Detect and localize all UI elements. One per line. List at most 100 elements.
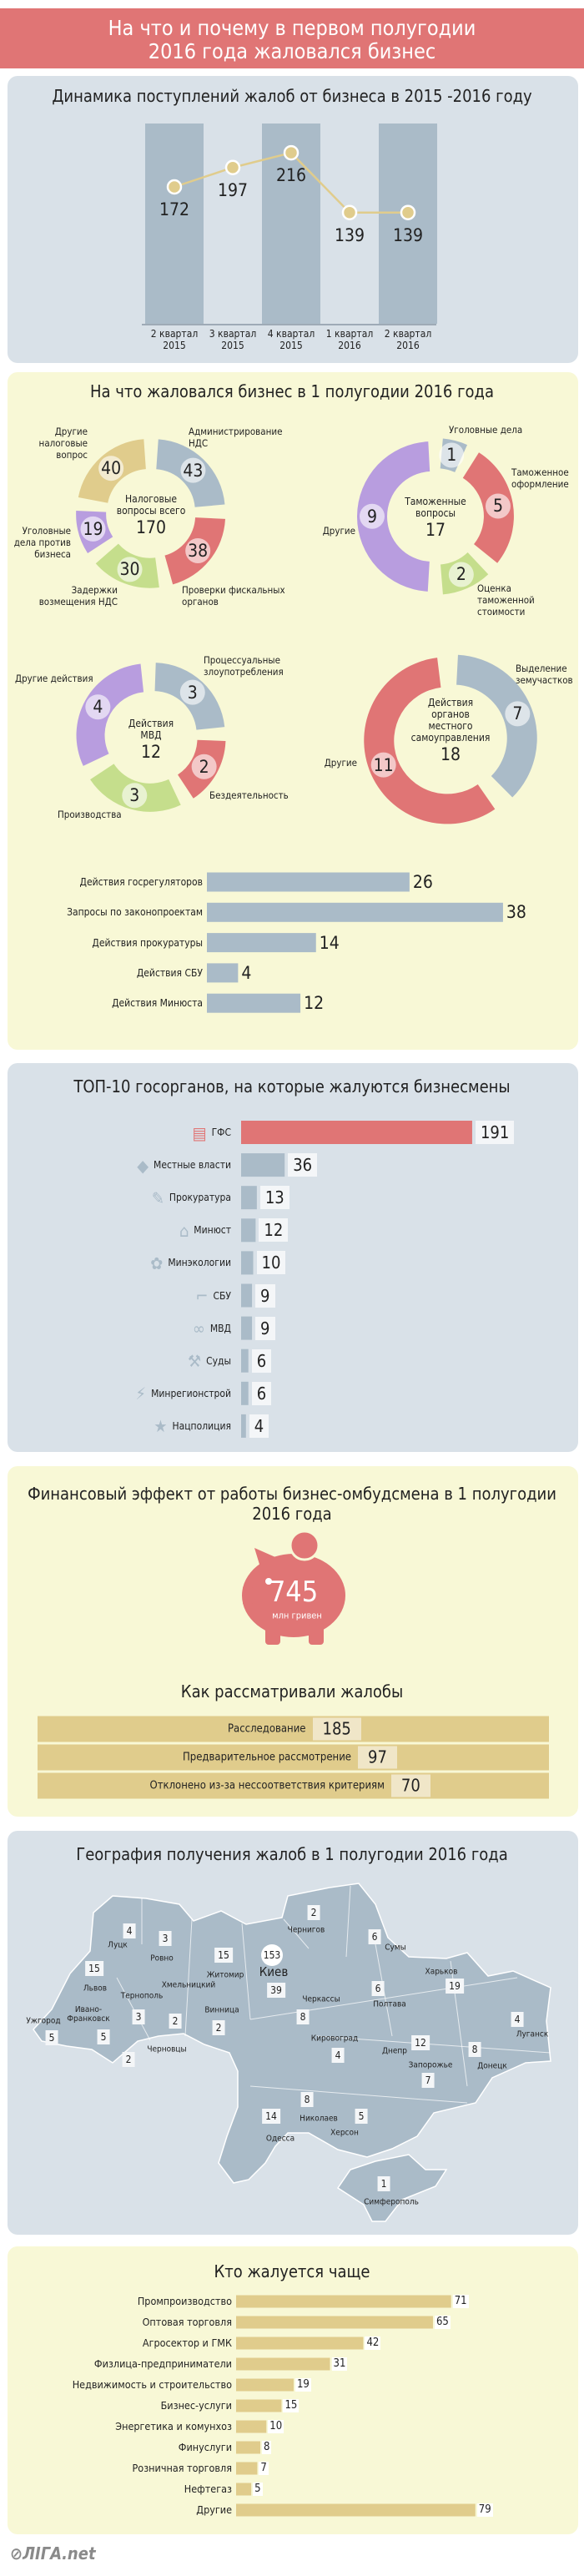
agency-label: ✿ Минэкологии [150, 1255, 231, 1272]
agency-name: Суды [206, 1354, 231, 1367]
bar-label: Действия Минюста [112, 997, 203, 1010]
bar [207, 993, 301, 1013]
handcuffs-icon: ∞ [192, 1318, 205, 1338]
region-count[interactable]: 7 [421, 2073, 435, 2088]
region-count[interactable]: 8 [296, 2009, 310, 2024]
sector-label: Энергетика и комунхоз [115, 2420, 232, 2432]
region-count[interactable]: 8 [300, 2092, 314, 2107]
region-count[interactable]: 4 [511, 2012, 524, 2027]
building-icon: ⌂ [179, 1220, 189, 1241]
city-label: Одесса [265, 2134, 295, 2144]
city-label: Запорожье [408, 2060, 453, 2070]
agency-label: ∞ МВД [192, 1318, 231, 1338]
region-count[interactable]: 6 [371, 1981, 385, 1996]
agency-name: Местные власти [154, 1158, 231, 1171]
agency-label: ⌐ СБУ [195, 1288, 231, 1304]
segment-value: 3 [187, 682, 198, 703]
segment-value-badge [179, 679, 205, 705]
segment-value: 2 [456, 564, 466, 585]
segment-value-badge [360, 503, 385, 529]
review-row-bar [38, 1716, 549, 1742]
segment-value-badge [370, 752, 396, 778]
sector-label: Бизнес-услуги [160, 2399, 232, 2412]
sector-label: Другие [196, 2503, 232, 2516]
city-label: Чернигов [287, 1925, 325, 1935]
segment-value: 5 [492, 496, 503, 517]
region-border [249, 2085, 468, 2104]
region-border [184, 1918, 193, 2037]
bar [207, 902, 503, 922]
lightning-icon: ⚡ [135, 1384, 147, 1404]
liga-logo[interactable]: ⊘ЛIГА.net [10, 2543, 96, 2563]
region-count[interactable]: 5 [97, 2029, 110, 2044]
region-count[interactable]: 4 [331, 2048, 345, 2063]
region-count[interactable]: 1 [377, 2176, 390, 2191]
review-row: Предварительное рассмотрение 97 [183, 1746, 397, 1769]
city-label: Житомир [206, 1970, 244, 1980]
region-count[interactable]: 12 [411, 2035, 430, 2050]
data-point [341, 204, 358, 220]
segment-value: 38 [188, 541, 209, 562]
review-label: Предварительное рассмотрение [183, 1751, 352, 1764]
bar [241, 1218, 256, 1243]
bar-value: 7 [259, 2462, 269, 2475]
region-count[interactable]: 2 [307, 1905, 320, 1920]
quarter-label: 2 квартал 2015 [150, 328, 199, 351]
segment-label: Другие действия [15, 673, 93, 684]
bar-value: 8 [262, 2441, 272, 2454]
region-border [283, 1918, 310, 1949]
bar [236, 2378, 294, 2392]
quarter-label: 2 квартал 2016 [384, 328, 432, 351]
bar [241, 1186, 257, 1210]
segment-label: Бездеятельность [209, 789, 289, 801]
quarter-value: 139 [392, 224, 424, 245]
region-count[interactable]: 2 [122, 2052, 135, 2067]
quarter-label: 4 квартал 2015 [267, 328, 315, 351]
agency-name: Прокуратура [169, 1191, 231, 1203]
segment-value: 3 [129, 785, 140, 806]
donut-segment [357, 441, 430, 592]
city-label: Донецк [477, 2061, 507, 2071]
sector-label: Нефтегаз [184, 2483, 232, 2495]
bar-value: 191 [475, 1121, 515, 1144]
bar-value: 26 [412, 872, 433, 892]
piggy-ear [254, 1548, 275, 1567]
segment-value: 30 [119, 559, 140, 580]
agency-label: ✎ Прокуратура [152, 1189, 231, 1206]
quarter-value: 139 [334, 224, 365, 245]
region-count[interactable]: 15 [85, 1961, 103, 1976]
region-count[interactable]: 6 [368, 1929, 381, 1944]
region-count[interactable]: 4 [123, 1923, 136, 1938]
piggy-leg [309, 1623, 324, 1645]
region-count[interactable]: 15 [214, 1948, 233, 1963]
bar-value: 31 [331, 2357, 348, 2371]
bar [241, 1414, 246, 1438]
region-count[interactable]: 14 [262, 2109, 280, 2124]
region-count[interactable]: 2 [212, 2020, 225, 2035]
city-label: Полтава [373, 1999, 406, 2009]
donut-center-label: Таможенные вопросы [405, 496, 466, 519]
region-count[interactable]: 3 [132, 2009, 145, 2024]
segment-label: Производства [58, 809, 122, 820]
segment-value-badge [85, 694, 111, 720]
region-count[interactable]: 19 [446, 1979, 464, 1994]
region-count[interactable]: 5 [45, 2030, 58, 2045]
gavel-icon: ⚒ [187, 1350, 202, 1371]
city-label: Харьков [425, 1967, 458, 1977]
region-count[interactable]: 3 [159, 1931, 172, 1946]
region-count[interactable]: 39 [267, 1983, 285, 1998]
bar [236, 2503, 476, 2517]
city-label: Ровно [150, 1953, 174, 1964]
quarter-column [145, 124, 204, 324]
quarter-value: 172 [159, 199, 190, 219]
segment-value: 9 [366, 506, 378, 527]
segment-label: Таможенное оформление [511, 466, 569, 490]
region-count[interactable]: 2 [169, 2014, 182, 2029]
donut-center-label: Действия МВД [128, 718, 174, 741]
segment-label: Уголовные дела [449, 424, 523, 436]
ukraine-map [33, 1883, 551, 2184]
region-count[interactable]: 5 [355, 2109, 368, 2124]
region-count[interactable]: 8 [468, 2042, 481, 2057]
